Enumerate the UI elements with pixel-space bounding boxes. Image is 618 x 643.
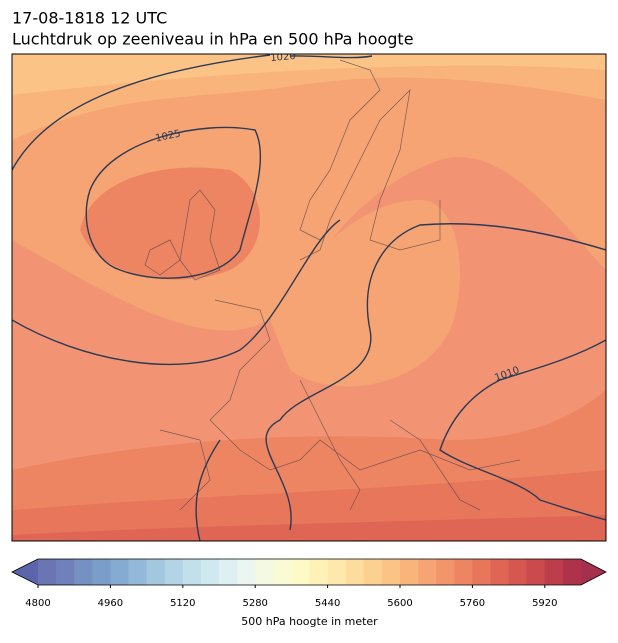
colorbar-bin (74, 559, 93, 585)
colorbar-bin (56, 559, 75, 585)
colorbar-bin (255, 559, 274, 585)
colorbar-bin (436, 559, 455, 585)
colorbar-bin (38, 559, 57, 585)
colorbar-tick-label: 5280 (242, 598, 267, 609)
colorbar-bin (381, 559, 401, 585)
colorbar-tick-label: 5760 (460, 598, 485, 609)
colorbar-bin (454, 559, 473, 585)
colorbar-bin (562, 559, 582, 585)
colorbar-bin (110, 559, 129, 585)
colorbar-tick-label: 5120 (170, 598, 195, 609)
colorbar-bin (526, 559, 546, 585)
colorbar-bin (490, 559, 510, 585)
colorbar-bin (400, 559, 419, 585)
colorbar-frame (11, 558, 607, 586)
colorbar-tick-label: 5600 (387, 598, 412, 609)
colorbar-tick-label: 4960 (98, 598, 123, 609)
colorbar-bin (92, 559, 111, 585)
colorbar-bin (128, 559, 148, 585)
colorbar-extend (581, 559, 606, 585)
map-frame (11, 53, 607, 542)
colorbar-bin (164, 559, 184, 585)
colorbar-bin (200, 559, 220, 585)
colorbar: 4800 4960 5120 5280 5440 5600 5760 5920 500 hPa … (11, 558, 607, 628)
colorbar-tick-label: 5440 (315, 598, 340, 609)
colorbar-bin (472, 559, 491, 585)
colorbar-bin (146, 559, 166, 585)
colorbar-bin (182, 559, 202, 585)
colorbar-bin (237, 559, 256, 585)
isobar-label: 1020 (270, 51, 296, 64)
colorbar-bin (327, 559, 347, 585)
colorbar-label: 500 hPa hoogte in meter (241, 615, 378, 628)
colorbar-bin (345, 559, 365, 585)
colorbar-tick-label: 5920 (532, 598, 557, 609)
map: 1020 1025 1010 (12, 51, 606, 541)
colorbar-bin (544, 559, 564, 585)
colorbar-bin (363, 559, 383, 585)
colorbar-extend (12, 559, 38, 585)
title: 17-08-1818 12 UTC (12, 9, 167, 28)
colorbar-bin (219, 559, 238, 585)
colorbar-bin (418, 559, 437, 585)
subtitle: Luchtdruk op zeeniveau in hPa en 500 hPa… (12, 30, 414, 49)
colorbar-tick-label: 4800 (25, 598, 50, 609)
colorbar-bin (291, 559, 310, 585)
colorbar-bin (508, 559, 528, 585)
isobar-label: 1025 (155, 128, 182, 144)
colorbar-bin (273, 559, 292, 585)
colorbar-bin (309, 559, 329, 585)
